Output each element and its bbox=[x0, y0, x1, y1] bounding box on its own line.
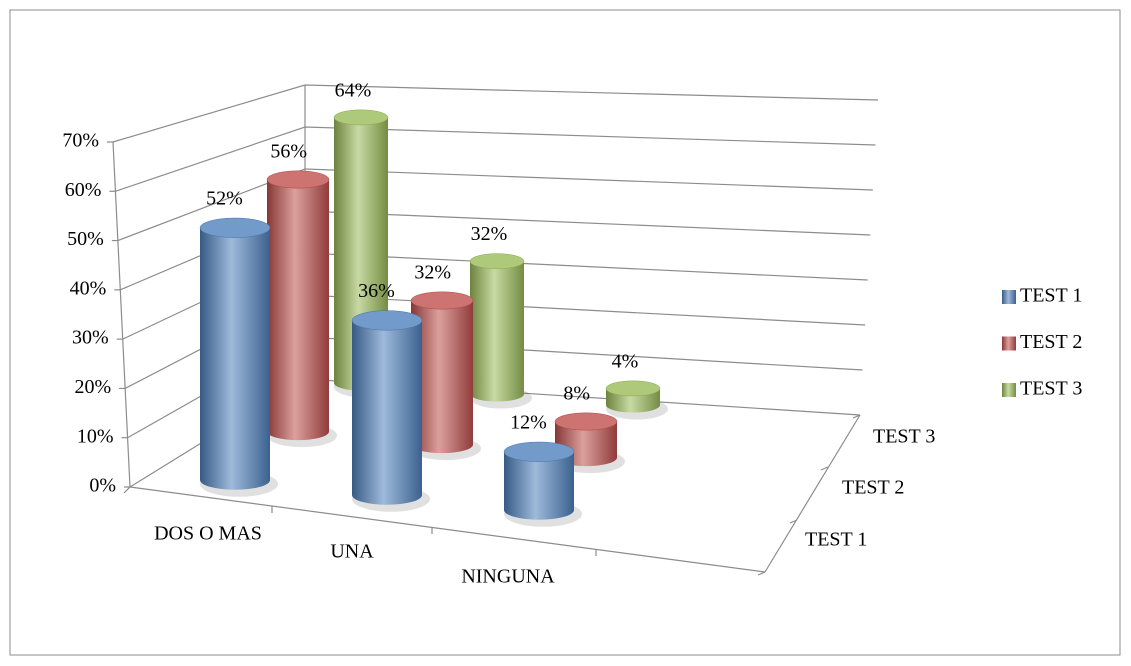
data-label: 32% bbox=[414, 261, 451, 283]
cylinder bbox=[470, 261, 524, 402]
cylinder-top bbox=[351, 310, 423, 331]
cylinder bbox=[504, 451, 574, 520]
data-label: 56% bbox=[270, 140, 307, 162]
cylinder bbox=[411, 300, 473, 454]
y-tick-label: 10% bbox=[77, 425, 114, 447]
x-tick-label: UNA bbox=[330, 541, 374, 563]
cylinder-top bbox=[469, 253, 525, 270]
cylinder bbox=[267, 179, 329, 441]
data-label: 52% bbox=[206, 188, 243, 210]
data-label: 8% bbox=[563, 382, 590, 404]
legend-swatch bbox=[1002, 290, 1016, 304]
x-tick-label: DOS O MAS bbox=[154, 523, 262, 545]
grid-line bbox=[115, 126, 876, 192]
grid-line bbox=[117, 168, 873, 242]
y-tick-label: 40% bbox=[70, 277, 107, 299]
depth-tick-label: TEST 2 bbox=[842, 477, 904, 499]
data-label: 32% bbox=[471, 223, 508, 245]
depth-tick-label: TEST 3 bbox=[873, 426, 935, 448]
data-label: 36% bbox=[358, 280, 395, 302]
chart-border bbox=[9, 9, 1121, 656]
grid-line bbox=[112, 84, 879, 143]
y-tick-label: 50% bbox=[67, 228, 104, 250]
data-label: 4% bbox=[612, 350, 639, 372]
cylinder bbox=[352, 320, 422, 505]
legend-label: TEST 1 bbox=[1020, 285, 1082, 307]
cylinder-top bbox=[333, 109, 389, 126]
y-tick-label: 70% bbox=[62, 130, 99, 152]
legend-label: TEST 2 bbox=[1020, 331, 1082, 353]
cylinder-top bbox=[605, 380, 661, 397]
legend-swatch bbox=[1002, 383, 1016, 397]
legend-swatch bbox=[1002, 336, 1016, 351]
x-axis bbox=[129, 486, 766, 573]
cylinder-top bbox=[410, 291, 474, 310]
legend-label: TEST 3 bbox=[1020, 378, 1082, 400]
cylinder-top bbox=[266, 170, 330, 189]
depth-tick-label: TEST 1 bbox=[805, 529, 867, 551]
data-label: 64% bbox=[335, 79, 372, 101]
y-tick-label: 0% bbox=[89, 475, 116, 497]
depth-axis bbox=[764, 414, 861, 573]
x-tick-label: NINGUNA bbox=[461, 566, 555, 588]
cylinder bbox=[200, 227, 270, 490]
cylinder-top bbox=[503, 441, 575, 462]
cylinder-top bbox=[199, 217, 271, 238]
data-label: 12% bbox=[510, 412, 547, 434]
y-axis bbox=[112, 141, 131, 488]
y-tick-label: 30% bbox=[72, 327, 109, 349]
cylinder-top bbox=[554, 412, 618, 431]
y-tick-label: 60% bbox=[65, 179, 102, 201]
y-tick-label: 20% bbox=[74, 376, 111, 398]
